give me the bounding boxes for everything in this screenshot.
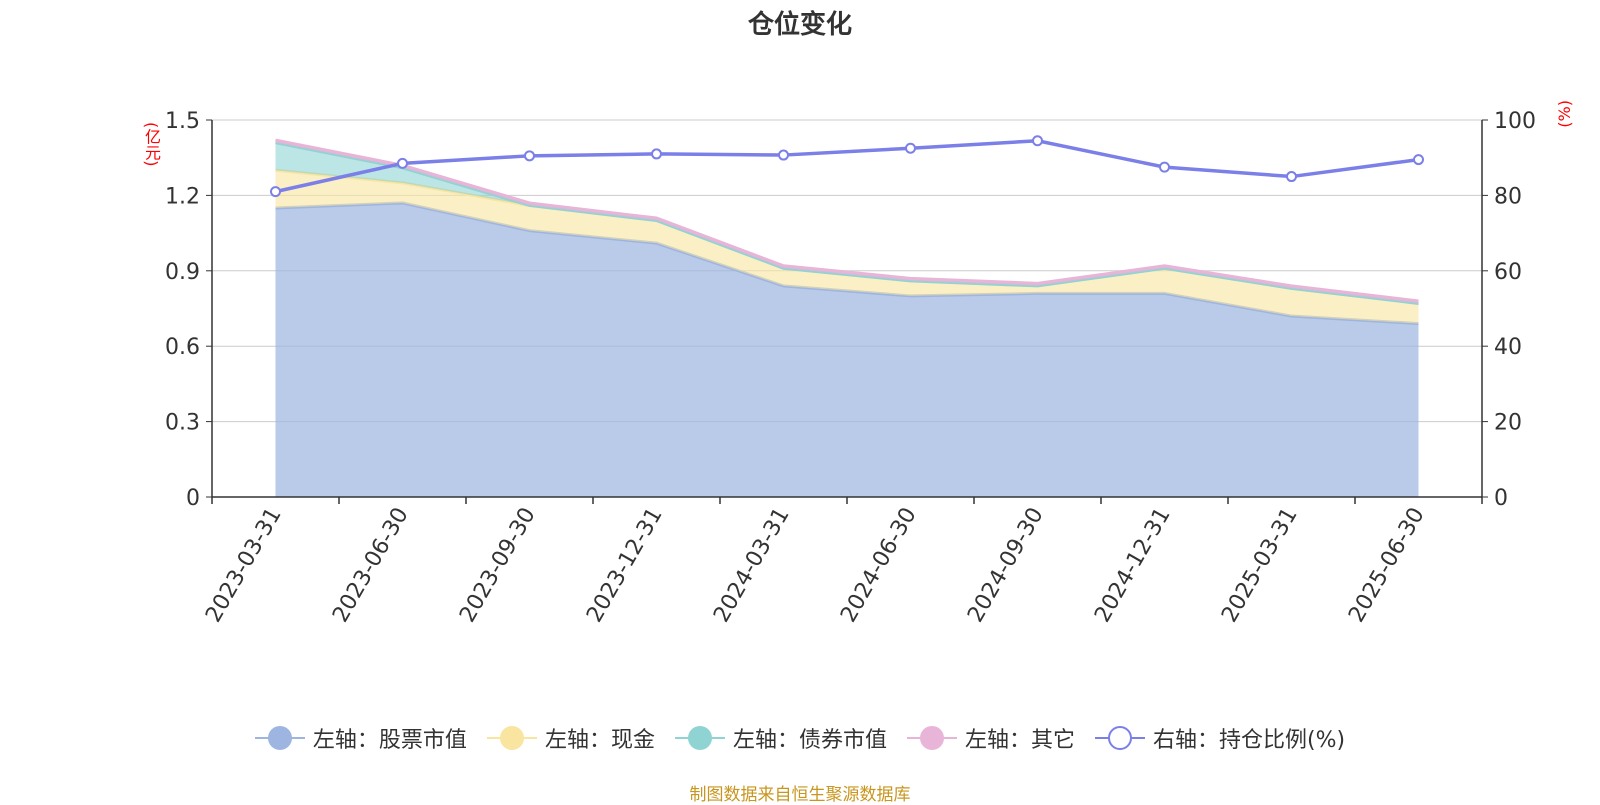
chart-canvas: 0 0.3 0.6 0.9 1.2 1.5 0 20 40 60 80 100 2023-03-31 20… xyxy=(165,109,1536,627)
chart-legend: 左轴：股票市值 左轴：现金 左轴：债券市值 左轴：其它 右轴：持仓比例(%) xyxy=(0,722,1600,754)
x-tick-label: 2025-03-31 xyxy=(1217,504,1303,627)
position-ratio-point xyxy=(1032,135,1043,147)
right-tick-label: 60 xyxy=(1494,260,1522,285)
position-ratio-point xyxy=(1286,171,1297,183)
left-tick-label: 1.2 xyxy=(165,184,200,209)
legend-item[interactable]: 左轴：债券市值 xyxy=(674,722,887,754)
left-tick-label: 0.3 xyxy=(165,411,200,436)
legend-label: 右轴：持仓比例(%) xyxy=(1152,728,1346,753)
legend-item[interactable]: 左轴：股票市值 xyxy=(254,722,467,754)
legend-item[interactable]: 左轴：现金 xyxy=(486,722,655,754)
legend-item[interactable]: 左轴：其它 xyxy=(906,722,1075,754)
right-tick-label: 0 xyxy=(1494,486,1508,511)
right-tick-label: 20 xyxy=(1494,411,1522,436)
x-tick-label: 2023-12-31 xyxy=(582,504,668,627)
x-tick-label: 2023-03-31 xyxy=(201,504,287,627)
position-ratio-point xyxy=(651,148,662,160)
x-tick-label: 2024-06-30 xyxy=(836,504,922,627)
legend-label: 左轴：债券市值 xyxy=(732,728,887,753)
right-tick-label: 100 xyxy=(1494,109,1536,134)
left-tick-label: 0.6 xyxy=(165,335,200,360)
left-axis-unit: (亿元) xyxy=(142,122,161,167)
x-tick-label: 2025-06-30 xyxy=(1344,504,1430,627)
left-tick-label: 1.5 xyxy=(165,109,200,134)
legend-swatch xyxy=(1094,726,1145,750)
x-tick-label: 2024-09-30 xyxy=(963,504,1049,627)
right-tick-label: 40 xyxy=(1494,335,1522,360)
x-tick-label: 2024-12-31 xyxy=(1090,504,1176,627)
area-2 xyxy=(275,170,1419,324)
position-ratio-point xyxy=(270,186,281,198)
area-1 xyxy=(275,202,1419,497)
position-ratio-point xyxy=(778,149,789,161)
left-tick-label: 0 xyxy=(186,486,200,511)
legend-swatch xyxy=(674,726,725,750)
legend-label: 左轴：现金 xyxy=(544,728,655,753)
x-tick-label: 2024-03-31 xyxy=(709,504,795,627)
source-note: 制图数据来自恒生聚源数据库 xyxy=(689,785,911,805)
legend-label: 左轴：股票市值 xyxy=(312,728,467,753)
position-ratio-point xyxy=(397,157,408,169)
x-tick-label: 2023-09-30 xyxy=(455,504,541,627)
right-tick-label: 80 xyxy=(1494,184,1522,209)
legend-swatch xyxy=(486,726,537,750)
position-ratio-point xyxy=(524,150,535,162)
position-ratio-point xyxy=(1159,161,1170,173)
position-ratio-point xyxy=(905,142,916,154)
position-ratio-point xyxy=(1413,154,1424,166)
area-line-4 xyxy=(275,138,1419,303)
legend-swatch xyxy=(254,726,305,750)
chart-title: 仓位变化 xyxy=(747,10,852,40)
position-ratio-line xyxy=(275,138,1419,194)
legend-swatch xyxy=(906,726,957,750)
x-tick-label: 2023-06-30 xyxy=(328,504,414,627)
left-tick-label: 0.9 xyxy=(165,260,200,285)
legend-label: 左轴：其它 xyxy=(964,728,1075,753)
legend-item[interactable]: 右轴：持仓比例(%) xyxy=(1094,722,1346,754)
